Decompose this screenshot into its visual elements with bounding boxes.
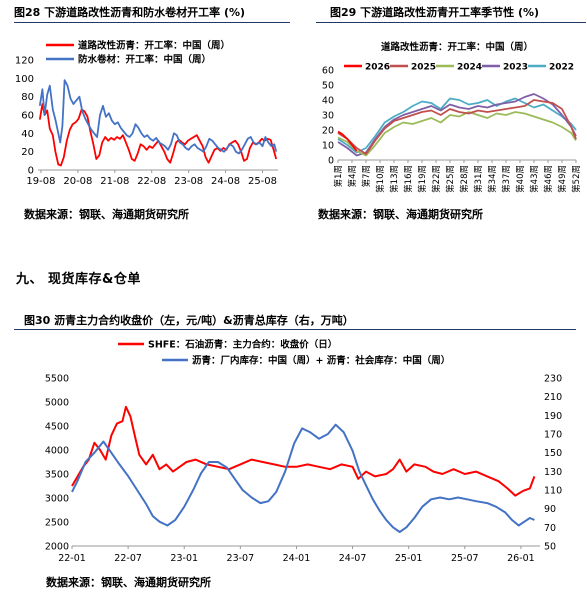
y-tick-label: 40 (322, 96, 334, 107)
x-tick-label: 第40周 (515, 165, 526, 193)
x-tick-label: 21-08 (100, 176, 129, 187)
figure30-title-rule (14, 329, 576, 330)
x-tick-label: 第46周 (543, 165, 554, 193)
x-tick-label: 25-01 (395, 553, 423, 564)
x-tick-label: 第31周 (473, 165, 484, 193)
x-tick-label: 25-08 (248, 176, 277, 187)
y-left-tick-label: 5500 (45, 374, 69, 385)
legend-label: 道路改性沥青：开工率：中国（周） (78, 40, 230, 52)
y-right-tick-label: 150 (544, 448, 562, 459)
y-right-tick-label: 50 (544, 542, 556, 553)
x-tick-label: 第1周 (333, 165, 344, 187)
series-line (71, 405, 536, 497)
y-left-tick-label: 2000 (45, 542, 69, 553)
series-line (71, 423, 535, 533)
figure28-source: 数据来源：钢联、海通期货研究所 (24, 208, 189, 221)
x-tick-label: 22-08 (137, 176, 166, 187)
x-tick-label: 23-08 (174, 176, 203, 187)
x-tick-label: 22-01 (58, 553, 86, 564)
series-line (38, 79, 278, 155)
x-tick-label: 25-07 (451, 553, 479, 564)
x-tick-label: 第25周 (445, 165, 456, 193)
y-right-tick-label: 230 (544, 374, 562, 385)
x-tick-label: 22-07 (114, 553, 142, 564)
x-tick-label: 第7周 (361, 165, 372, 187)
x-tick-label: 第52周 (571, 165, 582, 193)
y-right-tick-label: 210 (544, 392, 562, 403)
x-tick-label: 20-08 (63, 176, 92, 187)
x-tick-label: 第43周 (529, 165, 540, 193)
x-tick-label: 24-08 (211, 176, 240, 187)
series-line (337, 99, 577, 155)
legend-label: 防水卷材：开工率：中国（周） (78, 54, 211, 66)
y-left-tick-label: 4000 (45, 446, 69, 457)
y-tick-label: 0 (328, 156, 334, 167)
legend-label: 2022 (549, 63, 574, 73)
figure28-title: 图28 下游道路改性沥青和防水卷材开工率 (%) (14, 6, 246, 19)
x-tick-label: 第10周 (375, 165, 386, 193)
x-tick-label: 26-01 (507, 553, 535, 564)
y-tick-label: 80 (21, 92, 34, 103)
legend-label: 2025 (411, 63, 436, 73)
x-tick-label: 第19周 (417, 165, 428, 193)
figure30-source: 数据来源：钢联、海通期货研究所 (46, 576, 211, 589)
x-tick-label: 23-01 (170, 553, 198, 564)
x-tick-label: 第28周 (459, 165, 470, 193)
y-tick-label: 10 (322, 141, 334, 152)
legend-label: 2024 (457, 63, 482, 73)
x-tick-label: 第37周 (501, 165, 512, 193)
y-left-tick-label: 3500 (45, 470, 69, 481)
x-tick-label: 第4周 (347, 165, 358, 187)
series-line (337, 111, 577, 157)
figure28-title-rule (14, 22, 290, 23)
y-tick-label: 40 (21, 129, 34, 140)
legend-label: 2023 (503, 63, 528, 73)
y-left-tick-label: 4500 (45, 422, 69, 433)
x-tick-label: 19-08 (26, 176, 55, 187)
x-tick-label: 第16周 (403, 165, 414, 193)
y-tick-label: 50 (322, 81, 334, 92)
x-tick-label: 第49周 (557, 165, 568, 193)
y-tick-label: 60 (322, 66, 334, 77)
y-tick-label: 60 (21, 111, 34, 122)
y-tick-label: 20 (21, 147, 34, 158)
series-line (337, 93, 577, 157)
y-right-tick-label: 70 (544, 523, 556, 534)
y-right-tick-label: 90 (544, 504, 556, 515)
y-left-tick-label: 3000 (45, 494, 69, 505)
legend-label: 2026 (365, 63, 390, 73)
series-line (38, 103, 278, 167)
legend-label: SHFE：石油沥青：主力合约：收盘价（日） (148, 339, 337, 351)
figure30-title: 图30 沥青主力合约收盘价（左，元/吨）&沥青总库存（右，万吨） (24, 314, 354, 327)
y-tick-label: 0 (28, 166, 34, 177)
y-right-tick-label: 190 (544, 411, 562, 422)
y-left-tick-label: 5000 (45, 398, 69, 409)
figure28-chart: 0 20 40 60 80 100 120 19-08 20-08 21-08 22-08 23-08… (15, 40, 278, 187)
legend-label: 沥青：厂内库存：中国（周）+ 沥青：社会库存：中国（周） (192, 355, 450, 367)
figure29-title-rule (316, 22, 586, 23)
y-tick-label: 30 (322, 111, 334, 122)
x-tick-label: 第22周 (431, 165, 442, 193)
figure29-title: 图29 下游道路改性沥青开工率季节性 (%) (330, 6, 540, 19)
y-tick-label: 20 (322, 126, 334, 137)
chart-title: 道路改性沥青：开工率：中国（周） (381, 41, 533, 53)
y-right-tick-label: 110 (544, 486, 562, 497)
x-tick-label: 24-01 (283, 553, 311, 564)
series-line (337, 130, 358, 152)
figure29-source: 数据来源：钢联、海通期货研究所 (318, 208, 483, 221)
x-tick-label: 第13周 (389, 165, 400, 193)
figure30-chart: 2000 2500 3000 3500 4000 4500 5000 5500 50 70 90 11… (45, 339, 562, 565)
y-tick-label: 100 (15, 74, 34, 85)
y-right-tick-label: 130 (544, 467, 562, 478)
x-tick-label: 23-07 (227, 553, 255, 564)
y-tick-label: 120 (15, 56, 34, 67)
y-left-tick-label: 2500 (45, 518, 69, 529)
y-right-tick-label: 170 (544, 430, 562, 441)
section-heading: 九、 现货库存&仓单 (16, 272, 141, 287)
series-line (337, 97, 577, 154)
x-tick-label: 第34周 (487, 165, 498, 193)
x-tick-label: 24-07 (339, 553, 367, 564)
